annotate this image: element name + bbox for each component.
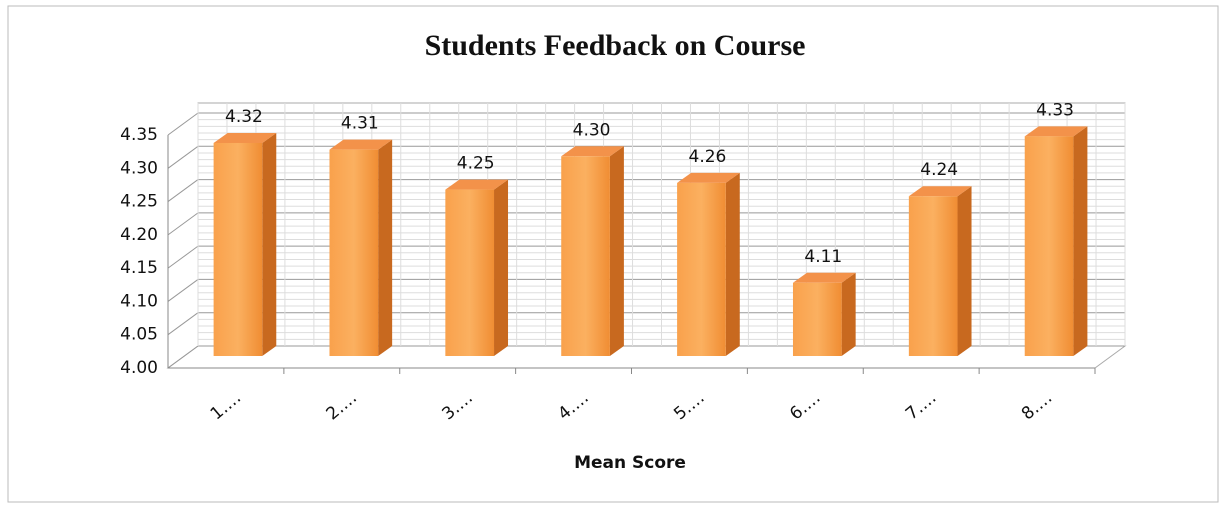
- side-grid-line: [167, 112, 199, 136]
- data-label: 4.25: [457, 154, 495, 174]
- bar-top: [445, 179, 509, 190]
- bar-top: [213, 132, 277, 143]
- side-grid-line: [167, 212, 199, 236]
- x-axis-label: Mean Score: [574, 453, 686, 473]
- bar-top: [561, 146, 624, 157]
- bar-side: [1073, 126, 1088, 356]
- side-grid-line: [167, 279, 199, 302]
- side-grid-line: [167, 345, 199, 369]
- bar-top: [1024, 126, 1088, 137]
- bar-side: [725, 172, 740, 356]
- data-label: 4.26: [689, 147, 727, 167]
- data-label: 4.31: [341, 114, 379, 134]
- bar: [213, 142, 263, 356]
- bar: [1024, 136, 1074, 356]
- bar-top: [908, 186, 972, 197]
- y-tick-label: 4.35: [120, 125, 158, 145]
- y-tick-label: 4.05: [120, 325, 158, 345]
- y-tick-label: 4.25: [120, 192, 158, 212]
- chart-title: Students Feedback on Course: [425, 29, 806, 62]
- y-tick-label: 4.15: [120, 258, 158, 278]
- side-grid-line: [167, 312, 199, 336]
- data-label: 4.32: [225, 107, 263, 127]
- data-label: 4.11: [804, 247, 842, 267]
- side-grid-line: [167, 145, 199, 169]
- side-grid-line: [167, 179, 199, 202]
- floor: [166, 345, 1127, 369]
- bar-side: [378, 139, 393, 356]
- bar-side: [957, 186, 972, 356]
- bar-top: [329, 139, 393, 150]
- bar-top: [677, 172, 740, 183]
- y-tick-label: 4.20: [120, 225, 158, 245]
- bar-side: [494, 179, 509, 356]
- bar-side: [841, 272, 856, 356]
- bar: [329, 149, 379, 356]
- bar-side: [609, 146, 624, 356]
- bar: [561, 156, 610, 356]
- bar-side: [262, 132, 277, 356]
- bar: [908, 196, 958, 356]
- bar: [792, 282, 842, 356]
- data-label: 4.24: [920, 160, 958, 180]
- bar: [677, 182, 726, 356]
- side-grid-line: [167, 245, 199, 269]
- bar: [445, 189, 495, 356]
- y-tick-label: 4.00: [120, 358, 158, 378]
- data-label: 4.30: [573, 120, 611, 140]
- y-tick-label: 4.10: [120, 291, 158, 311]
- y-tick-label: 4.30: [120, 158, 158, 178]
- data-label: 4.33: [1036, 100, 1074, 120]
- bar-top: [792, 272, 856, 283]
